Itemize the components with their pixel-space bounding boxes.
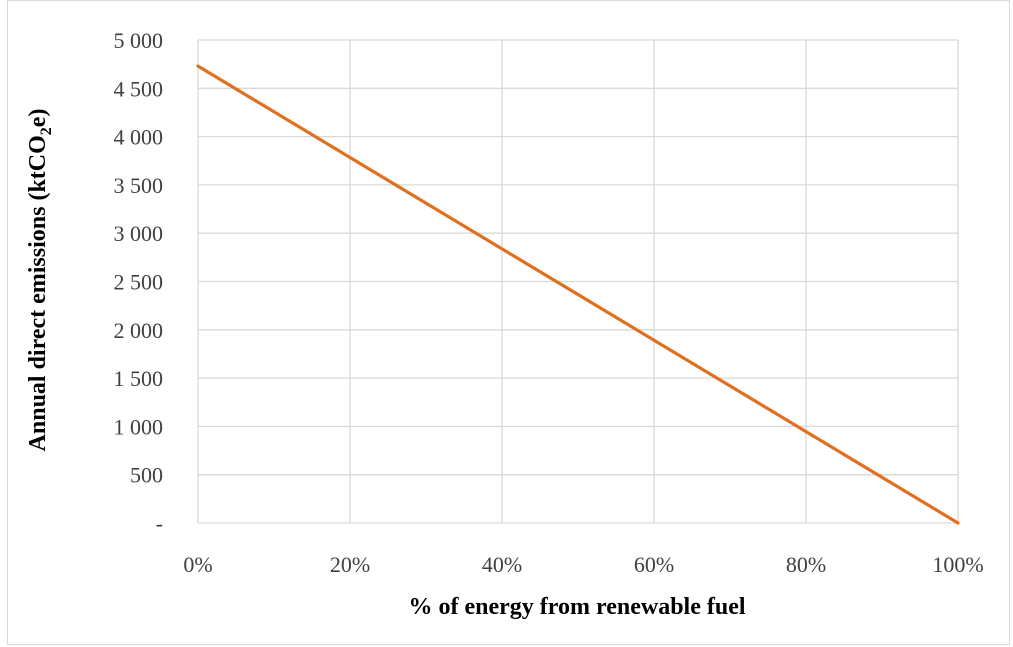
x-tick-label: 80% (786, 552, 826, 577)
y-axis-title: Annual direct emissions (ktCO2e) (25, 109, 55, 452)
series-layer (196, 64, 960, 525)
chart-frame (7, 0, 1010, 645)
y-tick-label: - (156, 511, 163, 536)
x-tick-label: 20% (330, 552, 370, 577)
y-tick-label: 4 500 (114, 76, 164, 101)
x-tick-label: 60% (634, 552, 674, 577)
y-tick-label: 1 500 (114, 366, 164, 391)
y-tick-label: 2 500 (114, 270, 164, 295)
x-tick-label: 100% (932, 552, 983, 577)
y-tick-label: 4 000 (114, 125, 164, 150)
y-tick-label: 2 000 (114, 318, 164, 343)
grid-lines (198, 39, 959, 523)
y-tick-label: 1 000 (114, 414, 164, 439)
y-tick-label: 3 000 (114, 221, 164, 246)
y-tick-label: 3 500 (114, 173, 164, 198)
series-line (196, 64, 960, 525)
y-axis-title-subscript: 2 (38, 127, 55, 135)
y-tick-label: 5 000 (114, 28, 164, 53)
y-axis-title-main: Annual direct emissions (ktCO (25, 135, 51, 451)
x-tick-label: 0% (183, 552, 212, 577)
x-tick-labels: 0% 20% 40% 60% 80% 100% (183, 552, 983, 577)
axes (197, 40, 958, 524)
y-tick-labels: - 500 1 000 1 500 2 000 2 500 3 000 3 500 4 000 4… (114, 28, 164, 536)
y-tick-label: 500 (130, 463, 163, 488)
x-axis-title: % of energy from renewable fuel (408, 594, 745, 620)
y-axis-title-tail: e) (25, 109, 51, 128)
x-tick-label: 40% (482, 552, 522, 577)
